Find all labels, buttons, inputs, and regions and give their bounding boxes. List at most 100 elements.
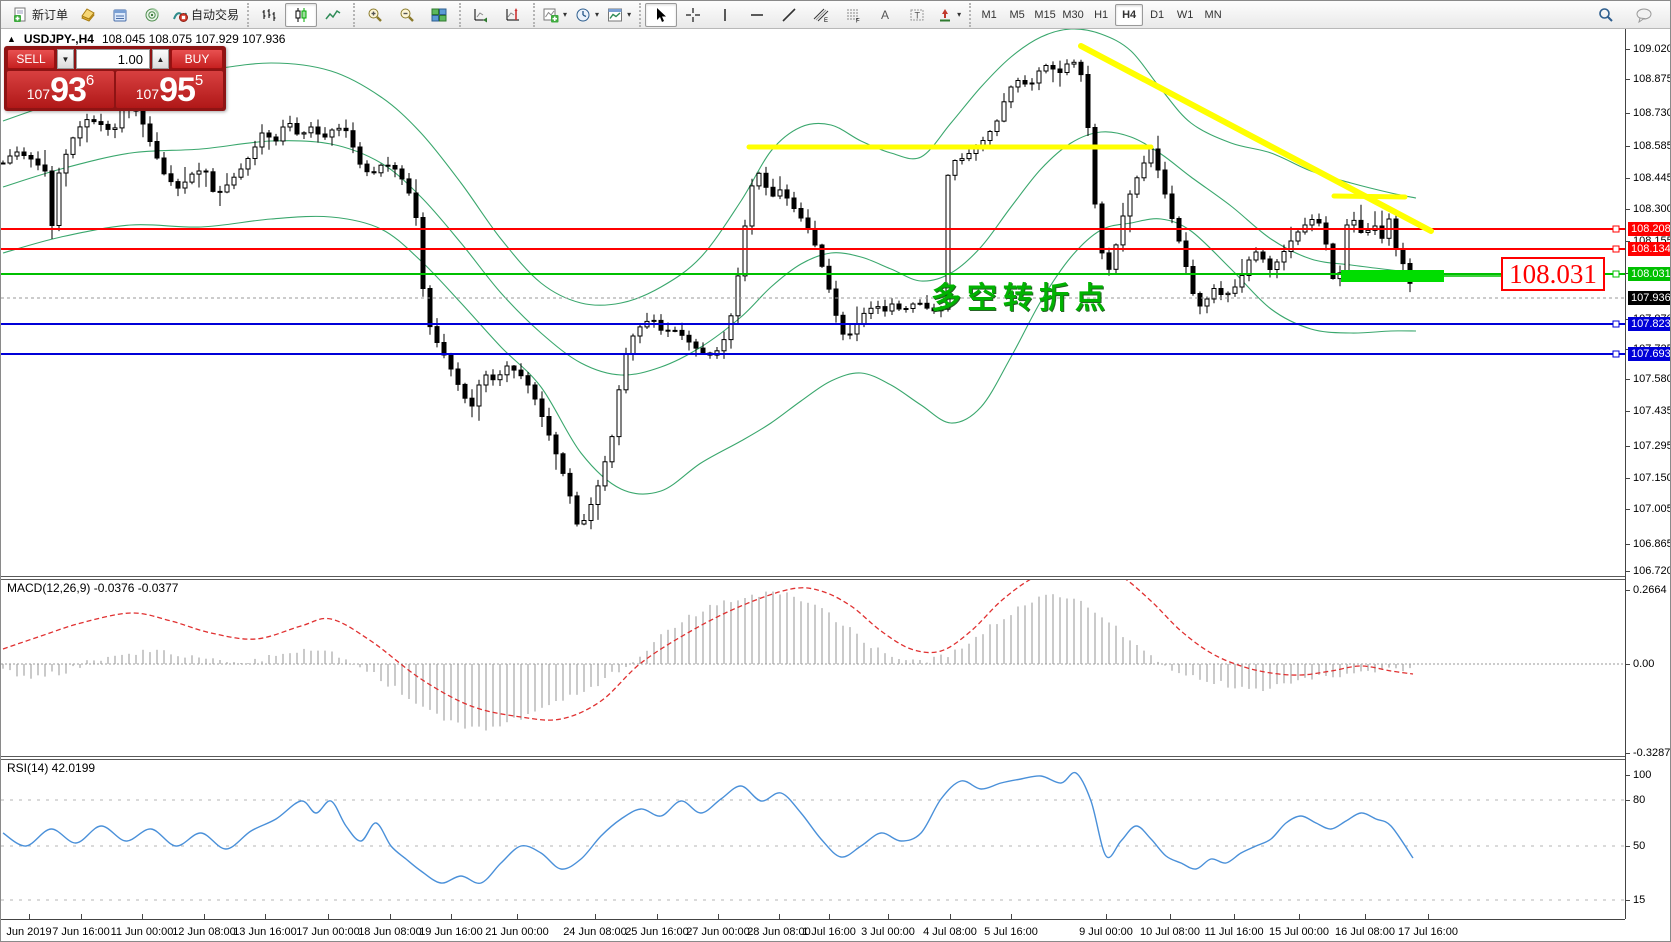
channel-button[interactable]: E — [805, 3, 837, 27]
zoom-in-button[interactable] — [359, 3, 391, 27]
equidistant-channel-icon: E — [813, 7, 829, 23]
market-watch-button[interactable] — [72, 3, 104, 27]
line-chart-button[interactable] — [317, 3, 349, 27]
search-button[interactable] — [1590, 3, 1622, 27]
toolbar-group-indicators: ▾ ▾ ▾ — [533, 2, 635, 27]
svg-text:T: T — [915, 10, 921, 20]
price-badge: 107.693 — [1628, 347, 1670, 361]
volume-input[interactable]: 1.00 — [76, 49, 150, 69]
time-tick — [390, 914, 391, 920]
time-tick — [1365, 914, 1366, 920]
axis-tick — [1626, 446, 1630, 447]
periods-button[interactable]: ▾ — [571, 3, 603, 27]
macd-pane[interactable] — [1, 579, 1625, 756]
sell-price[interactable]: 107 93 6 — [7, 71, 114, 108]
periods-clock-icon — [575, 7, 591, 23]
timeframe-h1[interactable]: H1 — [1094, 8, 1109, 21]
time-tick — [29, 914, 30, 920]
time-label: 27 Jun 00:00 — [686, 926, 750, 938]
sell-button[interactable]: SELL — [7, 49, 55, 69]
timeframe-mn[interactable]: MN — [1204, 8, 1222, 21]
chart-symbol-period: USDJPY-,H4 — [23, 32, 94, 46]
horizontal-line-button[interactable] — [741, 3, 773, 27]
rsi-pane[interactable] — [1, 759, 1625, 919]
timeframe-d1[interactable]: D1 — [1150, 8, 1165, 21]
fibonacci-button[interactable]: F — [837, 3, 869, 27]
timeframe-m1[interactable]: M1 — [981, 8, 997, 21]
indicators-caret: ▾ — [563, 10, 568, 19]
candlestick-chart-icon — [293, 7, 309, 23]
axis-tick-label: 107.005 — [1633, 503, 1671, 515]
vertical-line-button[interactable] — [709, 3, 741, 27]
timeframe-m5[interactable]: M5 — [1009, 8, 1025, 21]
time-tick — [1234, 914, 1235, 920]
price-axis[interactable]: 109.020 108.875 108.730 108.585 108.445 … — [1625, 29, 1671, 919]
cursor-button[interactable] — [645, 2, 678, 27]
volume-decrease-button[interactable]: ▼ — [57, 49, 74, 69]
bar-chart-button[interactable] — [253, 3, 285, 27]
new-order-label: 新订单 — [32, 8, 69, 22]
price-callout-box[interactable]: 108.031 — [1501, 257, 1605, 291]
strategy-tester-button[interactable] — [136, 3, 168, 27]
price-chart-pane[interactable] — [1, 29, 1625, 576]
buy-button[interactable]: BUY — [171, 49, 223, 69]
indicators-button[interactable]: ▾ — [539, 3, 571, 27]
arrows-button[interactable]: ▾ — [933, 3, 965, 27]
time-label: 12 Jun 08:00 — [172, 926, 236, 938]
time-label: 10 Jul 08:00 — [1140, 926, 1200, 938]
autotrading-label: 自动交易 — [191, 8, 240, 22]
axis-tick — [1626, 900, 1630, 901]
time-tick — [888, 914, 889, 920]
time-label: 19 Jun 16:00 — [419, 926, 483, 938]
autotrading-button[interactable]: 自动交易 — [168, 3, 243, 27]
chart-shift-icon — [505, 7, 521, 23]
time-label: 4 Jul 08:00 — [923, 926, 977, 938]
timeframe-m30[interactable]: M30 — [1062, 8, 1084, 21]
time-tick — [595, 914, 596, 920]
axis-tick-label: 106.865 — [1633, 538, 1671, 550]
chat-button[interactable] — [1628, 3, 1660, 27]
time-label: 5 Jul 16:00 — [984, 926, 1038, 938]
timeframe-m15[interactable]: M15 — [1034, 8, 1056, 21]
chart-shift-button[interactable] — [497, 3, 529, 27]
turning-point-annotation[interactable]: 多空转折点 — [931, 282, 1111, 315]
toolbar-group-zoom — [353, 2, 455, 27]
axis-tick — [1626, 800, 1630, 801]
time-axis[interactable]: Jun 2019 7 Jun 16:00 11 Jun 00:00 12 Jun… — [1, 914, 1625, 941]
axis-tick-label: 108.300 — [1633, 203, 1671, 215]
text-label-button[interactable]: T — [901, 3, 933, 27]
time-tick — [517, 914, 518, 920]
timeframe-group: M1 M5 M15 M30 H1 H4 D1 W1 MN — [969, 2, 1227, 27]
new-order-button[interactable]: 新订单 — [9, 3, 72, 27]
axis-tick — [1626, 544, 1630, 545]
sell-price-big: 93 — [50, 71, 87, 109]
volume-increase-button[interactable]: ▲ — [152, 49, 169, 69]
collapse-arrow-icon[interactable]: ▲ — [7, 34, 16, 44]
timeframe-w1[interactable]: W1 — [1176, 8, 1194, 21]
data-window-icon — [112, 7, 128, 23]
data-window-button[interactable] — [104, 3, 136, 27]
auto-scroll-button[interactable] — [465, 3, 497, 27]
buy-price[interactable]: 107 95 5 — [116, 71, 223, 108]
time-label: 13 Jun 16:00 — [233, 926, 297, 938]
text-button[interactable]: A — [869, 3, 901, 27]
tile-windows-button[interactable] — [423, 3, 455, 27]
pane-separator-rsi[interactable] — [1, 756, 1625, 760]
time-label: 28 Jun 08:00 — [747, 926, 811, 938]
axis-tick-label: 108.730 — [1633, 107, 1671, 119]
templates-button[interactable]: ▾ — [603, 3, 635, 27]
pane-separator-macd[interactable] — [1, 576, 1625, 580]
axis-tick-label: 108.875 — [1633, 73, 1671, 85]
candlestick-chart-button[interactable] — [285, 2, 318, 27]
price-badge: 108.031 — [1628, 267, 1670, 281]
axis-tick — [1626, 146, 1630, 147]
timeframe-h4[interactable]: H4 — [1115, 3, 1144, 26]
svg-text:A: A — [881, 8, 889, 22]
zoom-out-button[interactable] — [391, 3, 423, 27]
time-label: 21 Jun 00:00 — [485, 926, 549, 938]
axis-tick — [1626, 209, 1630, 210]
toolbar-group-scroll — [459, 2, 529, 27]
crosshair-button[interactable] — [677, 3, 709, 27]
trendline-button[interactable] — [773, 3, 805, 27]
